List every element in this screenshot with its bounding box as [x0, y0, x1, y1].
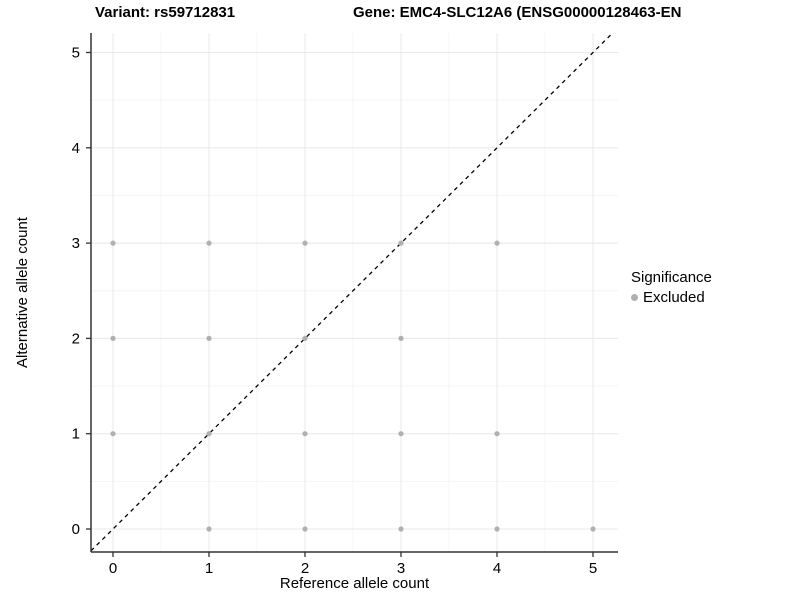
legend-title: Significance — [631, 269, 712, 286]
data-point — [206, 335, 212, 341]
legend-item-excluded: Excluded — [631, 289, 712, 306]
data-point — [206, 526, 212, 532]
data-point — [590, 526, 596, 532]
data-point — [494, 526, 500, 532]
y-tick-label: 0 — [72, 521, 80, 538]
data-point — [110, 431, 116, 437]
excluded-point-icon — [631, 294, 638, 301]
data-point — [302, 335, 308, 341]
data-point — [398, 240, 404, 246]
y-tick-label: 1 — [72, 426, 80, 443]
x-tick-label: 2 — [301, 560, 309, 577]
data-point — [398, 335, 404, 341]
y-tick-label: 4 — [72, 140, 80, 157]
data-point — [494, 240, 500, 246]
x-axis-title: Reference allele count — [280, 575, 430, 592]
data-point — [110, 240, 116, 246]
y-tick-label: 3 — [72, 235, 80, 252]
x-tick-label: 1 — [205, 560, 213, 577]
legend: Significance Excluded — [631, 269, 712, 306]
x-tick-label: 0 — [109, 560, 117, 577]
y-axis-title: Alternative allele count — [14, 216, 31, 368]
x-tick-label: 5 — [589, 560, 597, 577]
identity-reference-line — [90, 32, 614, 552]
data-point — [302, 431, 308, 437]
data-point — [302, 526, 308, 532]
legend-item-label: Excluded — [643, 289, 705, 306]
plot-panel — [91, 33, 618, 552]
y-tick-label: 2 — [72, 330, 80, 347]
x-tick-label: 3 — [397, 560, 405, 577]
data-point — [494, 431, 500, 437]
data-point — [398, 431, 404, 437]
data-point — [398, 526, 404, 532]
data-point — [110, 335, 116, 341]
x-tick-label: 4 — [493, 560, 501, 577]
variant-title: Variant: rs59712831 — [95, 4, 236, 21]
y-tick-label: 5 — [72, 45, 80, 62]
data-point — [302, 240, 308, 246]
gene-title: Gene: EMC4-SLC12A6 (ENSG00000128463-EN — [353, 4, 682, 21]
data-point — [206, 240, 212, 246]
data-point — [206, 431, 212, 437]
